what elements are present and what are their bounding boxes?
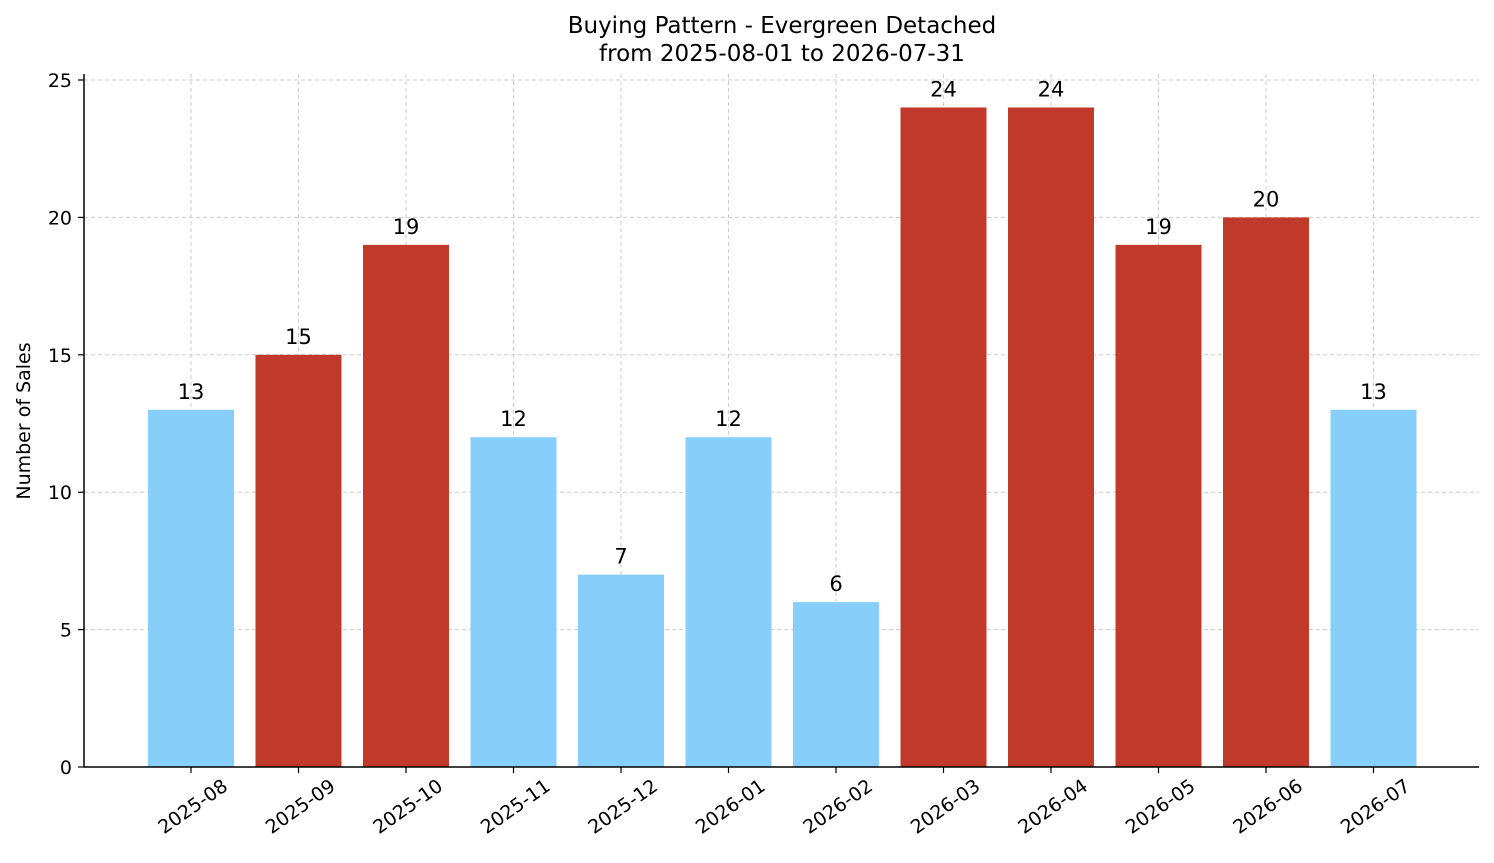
x-tick-label: 2025-11	[477, 775, 555, 839]
bar-2025-12	[578, 574, 664, 767]
chart-subtitle: from 2025-08-01 to 2026-07-31	[599, 41, 965, 67]
x-tick-label: 2025-10	[369, 775, 447, 839]
x-tick-label: 2026-02	[799, 775, 877, 839]
axes	[83, 74, 1479, 768]
bar-value-label: 7	[614, 545, 627, 569]
bar-labels: 13 15 19 12 7 12 6 24 24 19 20 13	[178, 77, 1387, 596]
bar-2026-05	[1115, 244, 1202, 767]
bar-2026-02	[793, 602, 879, 767]
y-tick-label: 0	[60, 757, 72, 779]
bar-value-label: 13	[178, 380, 205, 404]
bar-2026-04	[1008, 107, 1094, 768]
bar-value-label: 24	[1038, 77, 1065, 101]
x-tick-label: 2026-07	[1337, 775, 1415, 839]
bar-value-label: 24	[930, 77, 957, 101]
y-tick-label: 15	[48, 345, 72, 367]
bars	[148, 107, 1417, 768]
bar-value-label: 12	[500, 407, 527, 431]
x-tick-label: 2026-03	[907, 775, 985, 839]
y-tick-label: 20	[48, 207, 72, 229]
x-tick-label: 2025-09	[262, 775, 340, 839]
x-tick-label: 2026-01	[692, 775, 770, 839]
x-tick-label: 2026-06	[1229, 775, 1307, 839]
y-ticks: 0 5 10 15 20 25	[48, 70, 84, 779]
bar-value-label: 19	[393, 215, 420, 239]
bar-value-label: 12	[715, 407, 742, 431]
bar-2025-08	[148, 409, 234, 767]
x-tick-label: 2026-04	[1014, 775, 1092, 839]
x-tick-label: 2026-05	[1122, 775, 1200, 839]
y-tick-label: 5	[60, 620, 72, 642]
x-tick-label: 2025-08	[154, 775, 232, 839]
y-axis-label: Number of Sales	[13, 342, 35, 499]
bar-2025-10	[363, 244, 449, 767]
bar-value-label: 13	[1360, 380, 1387, 404]
bar-2025-11	[470, 437, 557, 767]
bar-value-label: 15	[285, 325, 312, 349]
x-ticks: 2025-08 2025-09 2025-10 2025-11 2025-12 2026-…	[154, 767, 1414, 839]
bar-value-label: 20	[1253, 187, 1280, 211]
y-tick-label: 10	[48, 482, 72, 504]
bar-2026-01	[685, 437, 772, 767]
bar-2026-03	[900, 107, 987, 768]
bar-value-label: 6	[829, 572, 842, 596]
y-tick-label: 25	[48, 70, 72, 92]
chart-title: Buying Pattern - Evergreen Detached	[568, 13, 997, 39]
bar-2026-07	[1330, 409, 1417, 767]
bar-2026-06	[1223, 217, 1309, 767]
bar-value-label: 19	[1145, 215, 1172, 239]
bar-2025-09	[255, 354, 342, 767]
x-tick-label: 2025-12	[584, 775, 662, 839]
